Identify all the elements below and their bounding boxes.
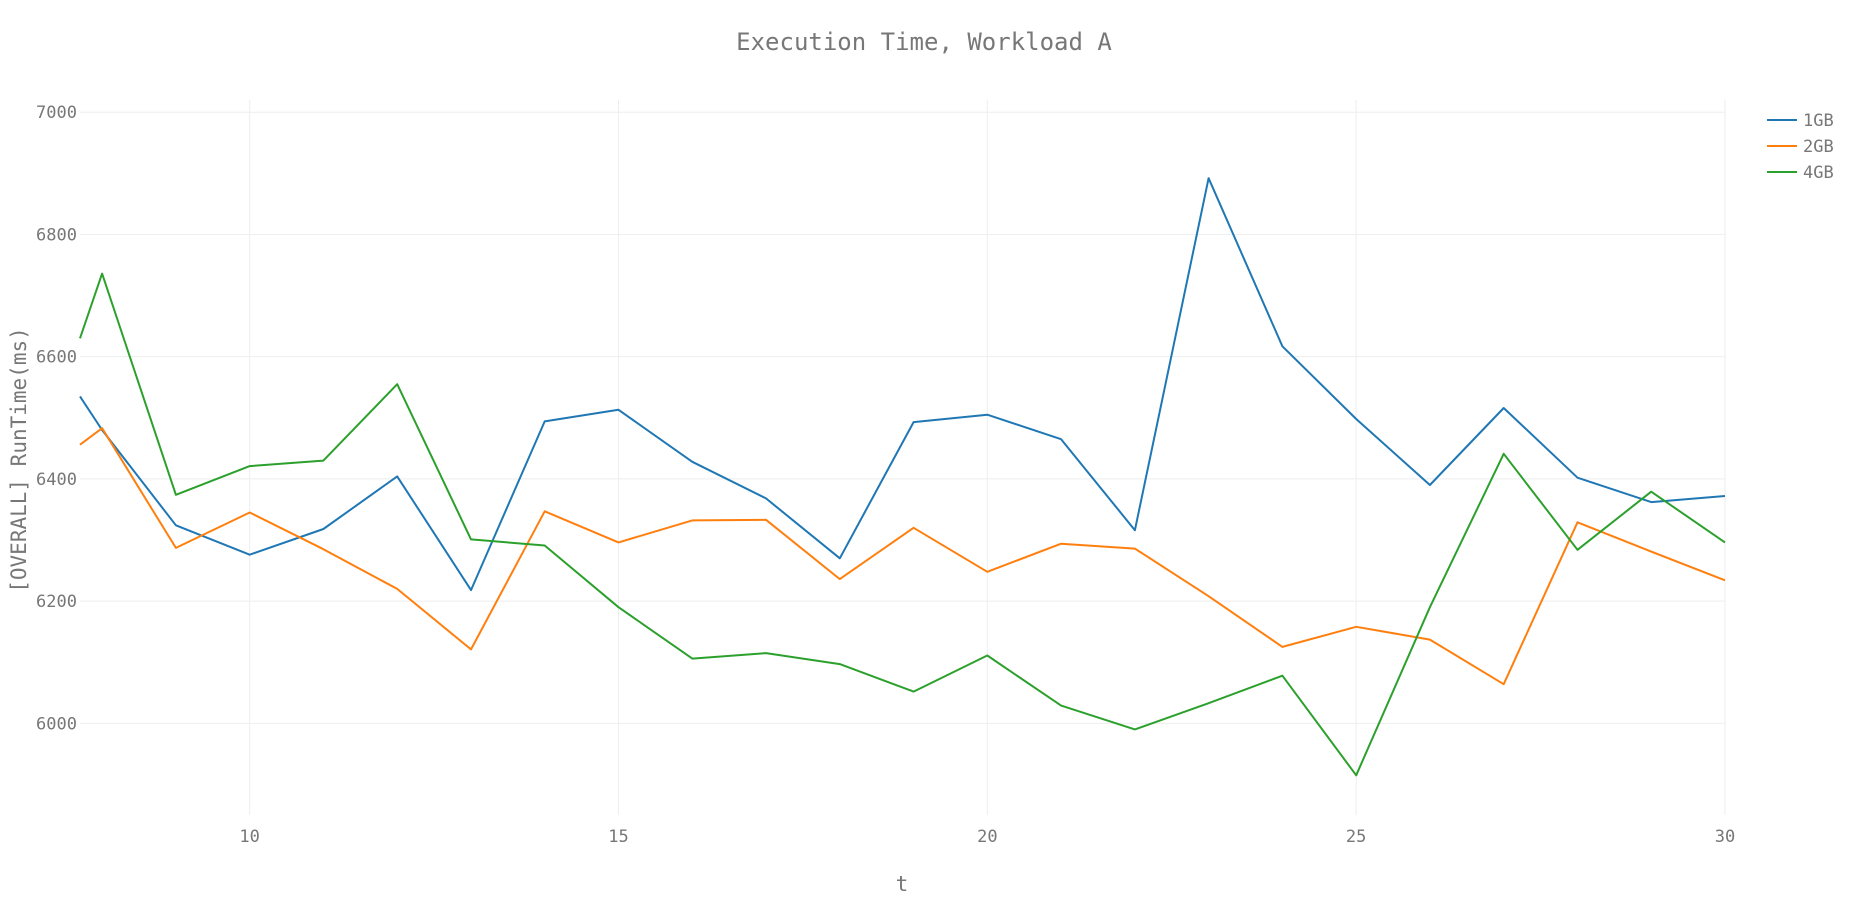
grid-lines bbox=[80, 100, 1726, 815]
y-tick-label: 6200 bbox=[36, 592, 77, 612]
chart-title: Execution Time, Workload A bbox=[736, 28, 1112, 56]
x-axis-ticks: 10 15 20 25 30 bbox=[239, 827, 1735, 847]
legend-item-1gb[interactable]: 1GB bbox=[1767, 111, 1834, 131]
x-tick-label: 10 bbox=[239, 827, 259, 847]
y-tick-label: 6000 bbox=[36, 714, 77, 734]
series-line-4gb bbox=[79, 272, 1726, 777]
legend-label: 2GB bbox=[1803, 137, 1834, 157]
y-axis-ticks: 6000 6200 6400 6600 6800 7000 bbox=[36, 103, 77, 734]
x-tick-label: 15 bbox=[608, 827, 628, 847]
series-line-2gb bbox=[79, 427, 1726, 686]
y-tick-label: 6800 bbox=[36, 225, 77, 245]
legend-label: 1GB bbox=[1803, 111, 1834, 131]
legend-label: 4GB bbox=[1803, 163, 1834, 183]
x-axis-title: t bbox=[896, 872, 909, 896]
y-axis-title: [OVERALL] RunTime(ms) bbox=[7, 327, 31, 593]
series-lines bbox=[79, 177, 1726, 777]
legend-item-4gb[interactable]: 4GB bbox=[1767, 163, 1834, 183]
x-tick-label: 30 bbox=[1715, 827, 1735, 847]
legend[interactable]: 1GB 2GB 4GB bbox=[1767, 111, 1834, 183]
legend-item-2gb[interactable]: 2GB bbox=[1767, 137, 1834, 157]
series-line-1gb bbox=[79, 177, 1726, 592]
x-tick-label: 20 bbox=[977, 827, 997, 847]
x-tick-label: 25 bbox=[1346, 827, 1366, 847]
y-tick-label: 7000 bbox=[36, 103, 77, 123]
y-tick-label: 6400 bbox=[36, 470, 77, 490]
y-tick-label: 6600 bbox=[36, 348, 77, 368]
